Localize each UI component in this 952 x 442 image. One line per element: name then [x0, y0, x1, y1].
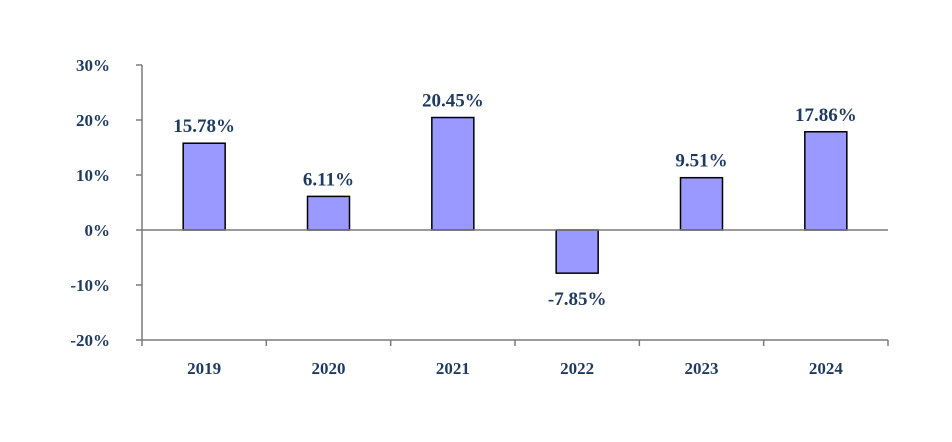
x-tick-label: 2019	[187, 359, 221, 378]
x-axis: 2019 2020 2021 2022 2023 2024	[141, 229, 889, 378]
y-axis: -20% -10% 0% 10% 20% 30%	[70, 56, 143, 350]
bar-2020	[306, 195, 351, 231]
bar-2024	[804, 131, 848, 231]
data-label-2019: 15.78%	[173, 116, 235, 137]
x-tick-label: 2023	[685, 359, 719, 378]
data-label-2023: 9.51%	[675, 151, 727, 172]
data-label-2022: -7.85%	[548, 289, 607, 310]
data-labels: 15.78% 6.11% 20.45% -7.85% 9.51% 17.86%	[173, 91, 856, 311]
bar-2022	[555, 229, 599, 274]
x-tick-label: 2021	[436, 359, 470, 378]
bar-2023	[679, 176, 724, 231]
bar-2019	[182, 142, 226, 231]
x-tick-label: 2024	[809, 359, 844, 378]
data-label-2024: 17.86%	[795, 105, 857, 126]
y-tick-label: 20%	[76, 111, 110, 130]
y-tick-label: 10%	[76, 166, 110, 185]
data-label-2021: 20.45%	[422, 91, 484, 112]
x-tick-label: 2022	[560, 359, 594, 378]
x-tick-label: 2020	[312, 359, 346, 378]
bars	[182, 116, 848, 274]
data-label-2020: 6.11%	[303, 169, 354, 190]
bar-2021	[431, 116, 475, 231]
y-tick-label: -20%	[70, 331, 110, 350]
y-tick-label: -10%	[70, 276, 110, 295]
y-tick-label: 30%	[76, 56, 110, 75]
y-tick-label: 0%	[85, 221, 111, 240]
